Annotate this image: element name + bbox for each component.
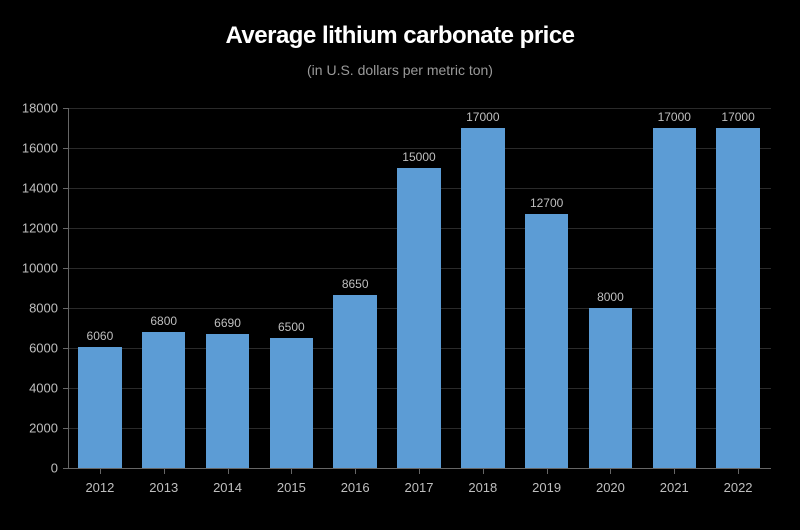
- bar-slot: 60602012: [68, 108, 132, 468]
- bars-group: 6060201268002013669020146500201586502016…: [68, 108, 770, 468]
- x-axis-label: 2014: [196, 468, 260, 495]
- bar-slot: 150002017: [387, 108, 451, 468]
- bar: [142, 332, 185, 468]
- y-axis-label: 18000: [0, 101, 58, 116]
- y-axis-label: 4000: [0, 381, 58, 396]
- bar: [653, 128, 696, 468]
- y-axis-label: 10000: [0, 261, 58, 276]
- chart-area: 6060201268002013669020146500201586502016…: [68, 108, 770, 468]
- bar: [397, 168, 440, 468]
- bar-slot: 170002022: [706, 108, 770, 468]
- bar: [525, 214, 568, 468]
- bar-slot: 65002015: [259, 108, 323, 468]
- bar-value-label: 6690: [196, 316, 260, 330]
- chart-container: Average lithium carbonate price (in U.S.…: [0, 0, 800, 530]
- bar-value-label: 6500: [259, 320, 323, 334]
- bar: [270, 338, 313, 468]
- bar-value-label: 12700: [515, 196, 579, 210]
- x-axis-label: 2016: [323, 468, 387, 495]
- bar: [206, 334, 249, 468]
- y-axis-label: 0: [0, 461, 58, 476]
- bar-value-label: 15000: [387, 150, 451, 164]
- bar: [589, 308, 632, 468]
- bar: [461, 128, 504, 468]
- x-axis-label: 2012: [68, 468, 132, 495]
- chart-subtitle: (in U.S. dollars per metric ton): [0, 62, 800, 78]
- x-axis-label: 2017: [387, 468, 451, 495]
- bar-value-label: 8000: [579, 290, 643, 304]
- x-axis-label: 2018: [451, 468, 515, 495]
- bar-value-label: 6800: [132, 314, 196, 328]
- bar: [333, 295, 376, 468]
- y-axis-label: 8000: [0, 301, 58, 316]
- x-axis-label: 2015: [259, 468, 323, 495]
- bar-slot: 170002021: [642, 108, 706, 468]
- bar-slot: 127002019: [515, 108, 579, 468]
- bar-slot: 170002018: [451, 108, 515, 468]
- y-axis-label: 14000: [0, 181, 58, 196]
- y-axis-label: 2000: [0, 421, 58, 436]
- y-axis-label: 16000: [0, 141, 58, 156]
- x-axis-label: 2019: [515, 468, 579, 495]
- y-axis-label: 12000: [0, 221, 58, 236]
- bar-slot: 68002013: [132, 108, 196, 468]
- bar-slot: 66902014: [196, 108, 260, 468]
- y-axis-label: 6000: [0, 341, 58, 356]
- x-axis-label: 2021: [642, 468, 706, 495]
- bar-value-label: 17000: [642, 110, 706, 124]
- x-axis-label: 2022: [706, 468, 770, 495]
- bar-value-label: 6060: [68, 329, 132, 343]
- bar: [78, 347, 121, 468]
- bar-slot: 86502016: [323, 108, 387, 468]
- bar-value-label: 17000: [706, 110, 770, 124]
- x-axis-label: 2013: [132, 468, 196, 495]
- chart-title: Average lithium carbonate price: [0, 0, 800, 50]
- bar-value-label: 8650: [323, 277, 387, 291]
- bar-value-label: 17000: [451, 110, 515, 124]
- bar: [716, 128, 759, 468]
- x-axis-label: 2020: [579, 468, 643, 495]
- bar-slot: 80002020: [579, 108, 643, 468]
